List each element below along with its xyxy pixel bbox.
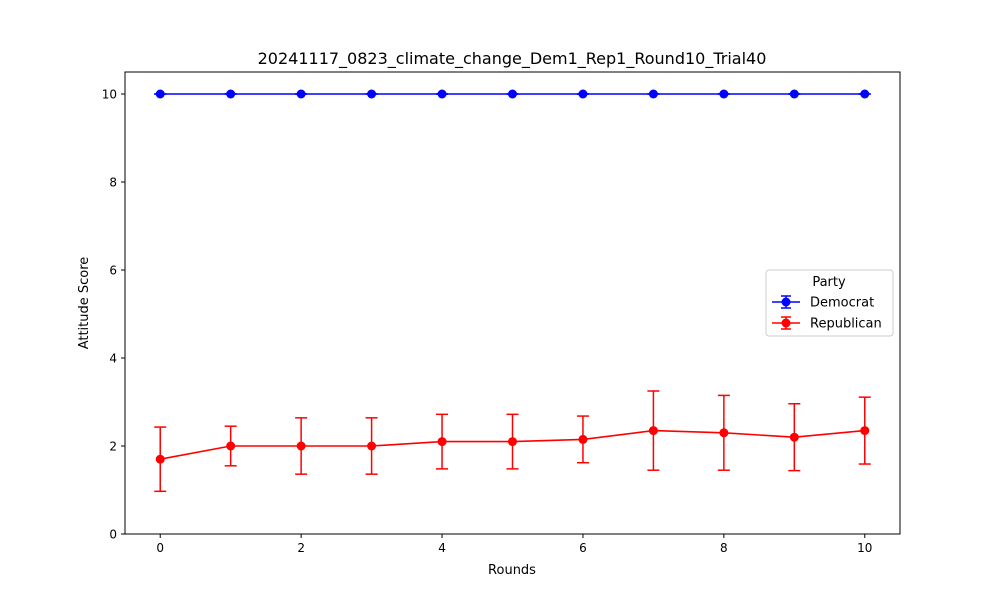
data-point-republican xyxy=(226,441,236,451)
legend-swatch-marker xyxy=(781,318,791,328)
data-point-democrat xyxy=(226,89,236,99)
legend-item-democrat: Democrat xyxy=(772,295,874,311)
y-axis-label: Attitude Score xyxy=(77,257,92,350)
data-point-democrat xyxy=(296,89,306,99)
data-point-democrat xyxy=(860,89,870,99)
data-point-democrat xyxy=(719,89,729,99)
legend-label-democrat: Democrat xyxy=(810,296,874,311)
x-tick-label: 2 xyxy=(297,541,305,555)
legend-item-republican: Republican xyxy=(772,316,882,332)
x-tick-label: 0 xyxy=(156,541,164,555)
data-point-democrat xyxy=(648,89,658,99)
legend-title: Party xyxy=(812,275,846,290)
legend-box xyxy=(765,269,894,337)
data-point-republican xyxy=(367,441,377,451)
data-point-democrat xyxy=(789,89,799,99)
axis-ticks: 0 2 4 6 8 10 0 2 4 6 8 10 xyxy=(102,88,873,556)
x-tick-label: 8 xyxy=(720,541,728,555)
legend-swatch-marker xyxy=(781,297,791,307)
x-tick-label: 6 xyxy=(579,541,587,555)
data-point-republican xyxy=(789,432,799,442)
y-tick-label: 4 xyxy=(109,352,117,366)
series-democrat xyxy=(154,89,871,99)
plot-area xyxy=(154,89,871,493)
y-tick-label: 0 xyxy=(109,528,117,542)
series-republican xyxy=(154,390,871,493)
y-tick-label: 2 xyxy=(109,440,117,454)
data-point-democrat xyxy=(367,89,377,99)
data-point-republican xyxy=(296,441,306,451)
x-tick-label: 4 xyxy=(438,541,446,555)
data-point-republican xyxy=(648,426,658,436)
data-point-republican xyxy=(508,437,517,447)
y-tick-label: 6 xyxy=(109,264,117,278)
data-point-democrat xyxy=(578,89,588,99)
data-point-republican xyxy=(155,454,165,464)
data-point-republican xyxy=(437,437,447,447)
legend: Party Democrat Republican xyxy=(765,269,894,337)
data-point-democrat xyxy=(437,89,447,99)
x-tick-label: 10 xyxy=(857,541,872,555)
axes-frame xyxy=(124,71,901,535)
x-axis-label: Rounds xyxy=(488,563,536,578)
data-point-democrat xyxy=(508,89,517,99)
data-point-republican xyxy=(719,428,729,438)
chart-title: 20241117_0823_climate_change_Dem1_Rep1_R… xyxy=(258,49,767,69)
y-tick-label: 10 xyxy=(102,88,117,102)
y-tick-label: 8 xyxy=(109,176,117,190)
data-point-republican xyxy=(578,434,588,444)
data-point-democrat xyxy=(155,89,165,99)
legend-label-republican: Republican xyxy=(810,317,882,332)
data-point-republican xyxy=(860,426,870,436)
